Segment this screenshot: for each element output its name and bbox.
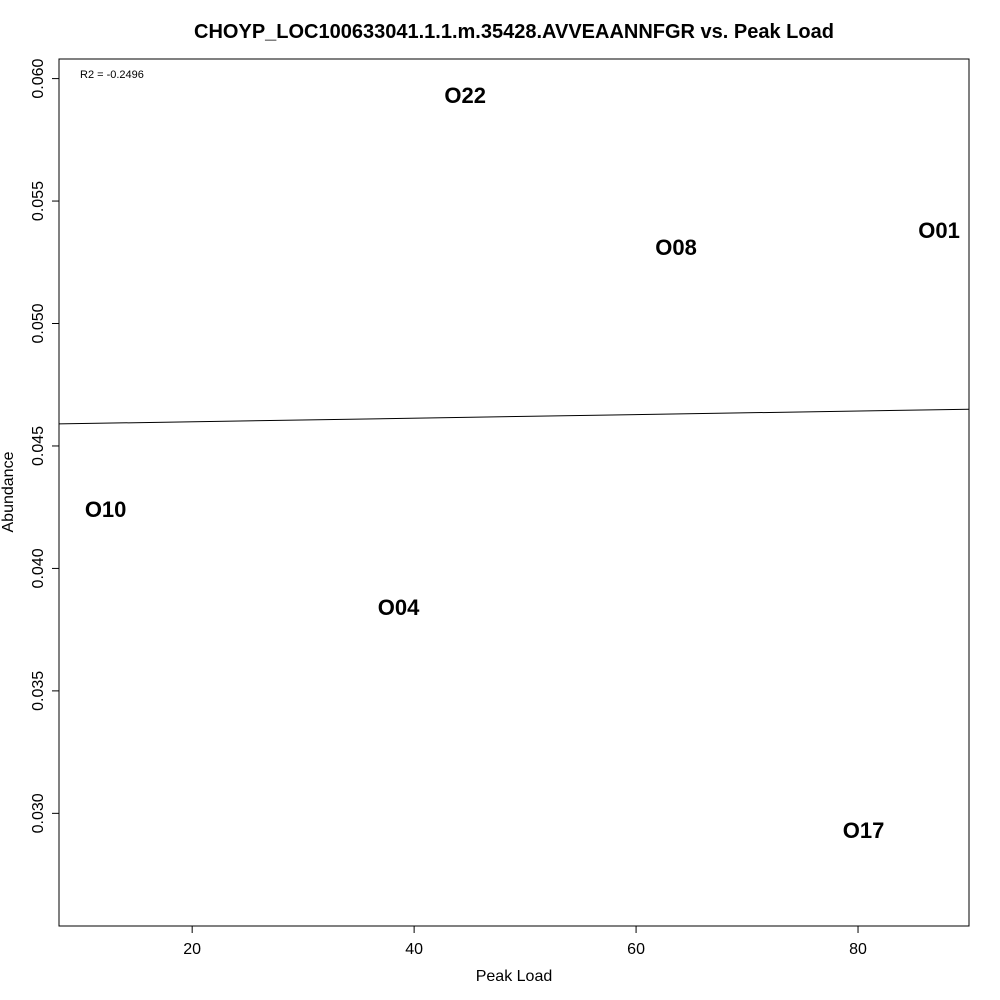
y-tick-label: 0.040 [30, 548, 47, 588]
data-point-label: O22 [444, 83, 486, 108]
data-point-label: O08 [655, 235, 697, 260]
plot-frame [58, 58, 970, 927]
x-tick-label: 60 [627, 941, 645, 958]
x-tick-label: 20 [183, 941, 201, 958]
regression-line [58, 408, 970, 425]
data-points: O22 O01 O08 O10 O04 O17 [85, 83, 960, 843]
y-tick-label: 0.055 [30, 181, 47, 221]
data-point-label: O17 [843, 818, 885, 843]
data-point-label: O10 [85, 497, 127, 522]
y-tick-label: 0.030 [30, 793, 47, 833]
data-point-label: O01 [918, 218, 960, 243]
data-point-label: O04 [378, 595, 420, 620]
x-axis-label: Peak Load [476, 968, 553, 985]
y-axis: 0.030 0.035 0.040 0.045 0.050 0.055 0.060 [30, 58, 59, 833]
y-tick-label: 0.035 [30, 671, 47, 711]
y-axis-label: Abundance [0, 451, 17, 532]
y-tick-label: 0.050 [30, 303, 47, 343]
chart-title: CHOYP_LOC100633041.1.1.m.35428.AVVEAANNF… [194, 21, 834, 43]
y-tick-label: 0.045 [30, 426, 47, 466]
y-tick-label: 0.060 [30, 58, 47, 98]
r2-annotation: R2 = -0.2496 [80, 69, 144, 81]
x-tick-label: 40 [405, 941, 423, 958]
x-axis: 20 40 60 80 [183, 926, 867, 958]
x-tick-label: 80 [849, 941, 867, 958]
